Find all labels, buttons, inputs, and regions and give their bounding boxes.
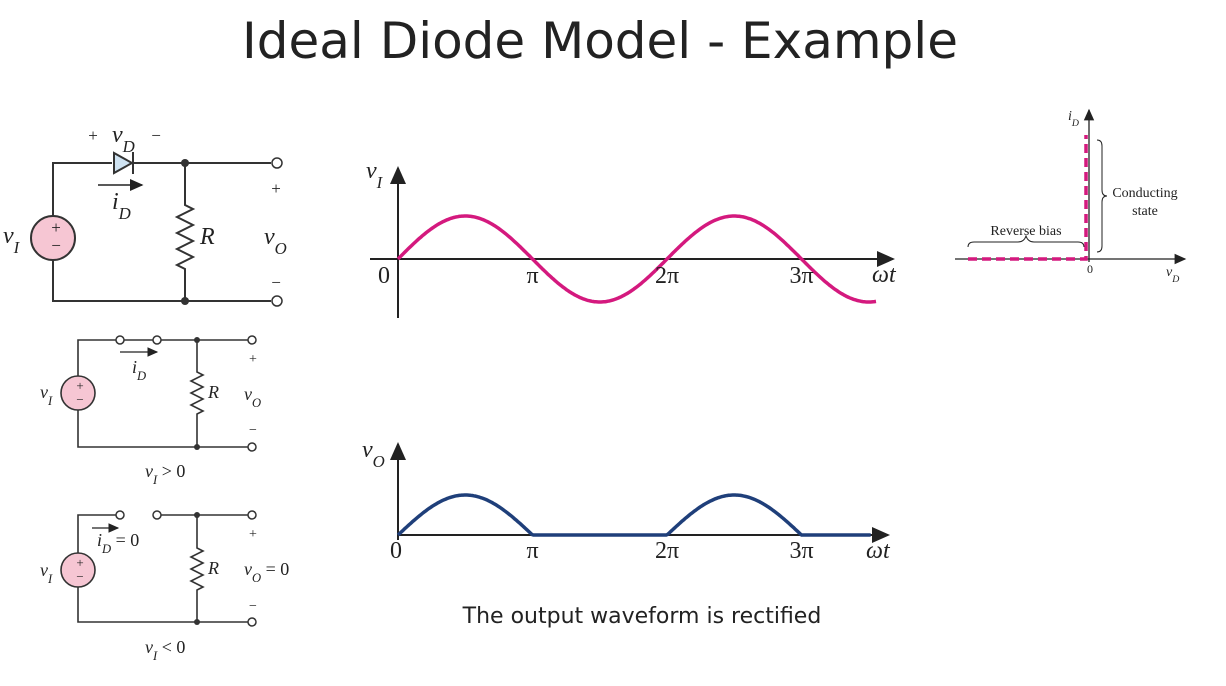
label-base: v: [145, 637, 153, 657]
minus: −: [76, 392, 83, 407]
label-base: v: [366, 158, 377, 184]
label-base: v: [3, 223, 14, 249]
label-sub: I: [47, 572, 53, 586]
condition: vI > 0: [145, 461, 185, 487]
plus: +: [249, 527, 257, 542]
condition: vI < 0: [145, 637, 185, 663]
circuit-off: iD = 0 vI + − R vO = 0 + − vI < 0: [40, 510, 289, 663]
tick-label: 3π: [789, 263, 813, 289]
label-sub: O: [252, 396, 261, 410]
minus: −: [151, 126, 161, 145]
label: vO: [264, 224, 287, 258]
label-tail: < 0: [157, 637, 185, 657]
origin-label: 0: [1087, 262, 1093, 276]
label-base: v: [244, 559, 252, 579]
label-sub: D: [101, 542, 111, 556]
minus: −: [249, 423, 257, 438]
label: R: [207, 558, 219, 578]
label-sub: O: [252, 571, 261, 585]
annotation: Reverse bias: [990, 224, 1061, 239]
label-base: v: [1166, 265, 1173, 280]
label: iD: [112, 189, 131, 223]
label-sub: O: [275, 239, 287, 258]
label-sub: I: [47, 394, 53, 408]
axis-label: vI: [366, 158, 384, 192]
label-base: i: [97, 530, 102, 550]
label: vI: [40, 382, 53, 408]
plus: +: [271, 179, 281, 198]
label-base: i: [132, 357, 137, 377]
input-graph: vI ωt 0 π 2π 3π: [366, 158, 897, 318]
waveform: [396, 493, 871, 537]
label: vO = 0: [244, 559, 289, 585]
label: iD = 0: [97, 530, 139, 556]
minus: −: [76, 569, 83, 584]
title: Ideal Diode Model - Example: [242, 12, 958, 70]
diode-characteristic: iD vD 0 Conducting state Reverse bias: [955, 108, 1187, 285]
label-sub: D: [1071, 118, 1079, 129]
axis-label: ωt: [872, 262, 897, 288]
axis-label: iD: [1068, 109, 1079, 129]
minus: −: [249, 599, 257, 614]
label-tail: = 0: [261, 559, 289, 579]
label-sub: I: [13, 238, 21, 257]
label-tail: = 0: [111, 530, 139, 550]
label-sub: I: [376, 173, 384, 192]
annotation: Conducting: [1112, 186, 1177, 201]
plus: +: [249, 352, 257, 367]
label: vD: [112, 122, 135, 156]
tick-label: 0: [390, 538, 402, 564]
minus: −: [271, 273, 281, 292]
label-base: v: [145, 461, 153, 481]
tick-label: 2π: [655, 538, 679, 564]
tick-label: π: [526, 538, 538, 564]
label: iD: [132, 357, 146, 383]
label: R: [207, 382, 219, 402]
waveform: [396, 214, 877, 304]
tick-label: 2π: [655, 263, 679, 289]
caption: The output waveform is rectified: [462, 604, 822, 629]
label-tail: > 0: [157, 461, 185, 481]
label: vO: [244, 384, 261, 410]
label-base: v: [112, 122, 123, 148]
label-sub: I: [152, 649, 158, 663]
plus: +: [76, 555, 83, 570]
label-sub: D: [1171, 274, 1179, 285]
label: R: [199, 224, 215, 250]
circuit-main: + vD − iD vI + − R vO + −: [3, 122, 287, 307]
label: vI: [40, 560, 53, 586]
label-base: v: [264, 224, 275, 250]
label-base: i: [1068, 109, 1072, 124]
label-base: v: [362, 437, 373, 463]
tick-label: π: [526, 263, 538, 289]
tick-label: 3π: [789, 538, 813, 564]
plus: +: [88, 126, 98, 145]
label: vI: [3, 223, 21, 257]
tick-label: 0: [378, 263, 390, 289]
plus: +: [51, 218, 61, 237]
annotation: state: [1132, 204, 1158, 219]
axis-label: ωt: [866, 538, 891, 564]
label-base: v: [244, 384, 252, 404]
label-sub: D: [118, 204, 131, 223]
label-sub: D: [122, 137, 135, 156]
label-base: v: [40, 560, 48, 580]
label-base: i: [112, 189, 119, 215]
label-sub: D: [136, 369, 146, 383]
axis-label: vO: [362, 437, 385, 471]
label-base: v: [40, 382, 48, 402]
plus: +: [76, 378, 83, 393]
output-graph: vO ωt 0 π 2π 3π: [362, 437, 891, 564]
label-sub: O: [373, 452, 385, 471]
axis-label: vD: [1166, 265, 1179, 285]
minus: −: [51, 236, 61, 255]
label-sub: I: [152, 473, 158, 487]
circuit-on: iD vI + − R vO + − vI > 0: [40, 335, 261, 487]
